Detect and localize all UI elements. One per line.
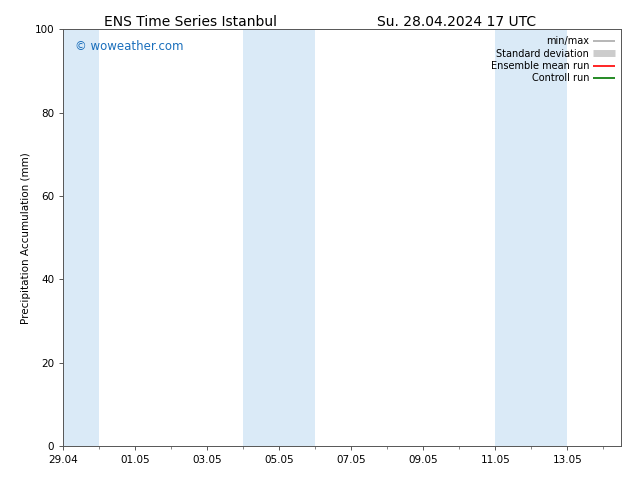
Bar xyxy=(243,29,315,446)
Text: © woweather.com: © woweather.com xyxy=(75,40,183,53)
Legend: min/max, Standard deviation, Ensemble mean run, Controll run: min/max, Standard deviation, Ensemble me… xyxy=(489,34,616,85)
Text: Su. 28.04.2024 17 UTC: Su. 28.04.2024 17 UTC xyxy=(377,15,536,29)
Y-axis label: Precipitation Accumulation (mm): Precipitation Accumulation (mm) xyxy=(20,152,30,323)
Bar xyxy=(63,29,100,446)
Bar xyxy=(495,29,567,446)
Text: ENS Time Series Istanbul: ENS Time Series Istanbul xyxy=(104,15,276,29)
